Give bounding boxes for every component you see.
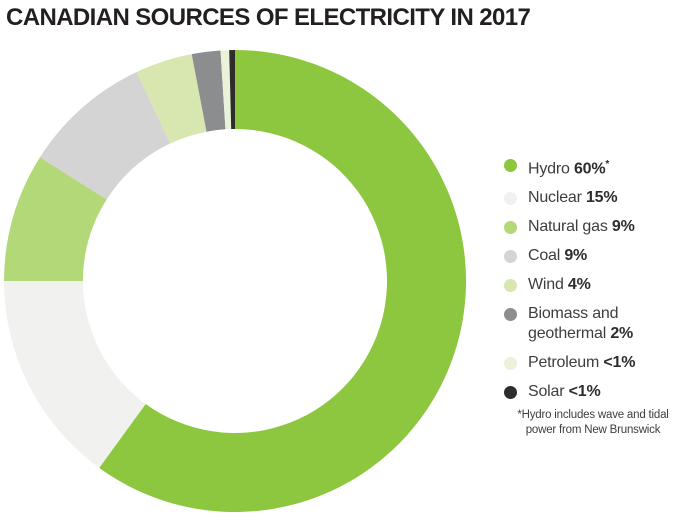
donut-segment-nuclear [4, 281, 146, 468]
legend-label-petroleum: Petroleum <1% [528, 354, 636, 372]
legend-dot-hydro [504, 159, 517, 172]
donut-segment-wind [136, 54, 207, 144]
donut-segment-petroleum [220, 50, 232, 130]
legend-label-natural-gas: Natural gas 9% [528, 218, 635, 236]
legend-item-petroleum: Petroleum <1% [504, 353, 670, 373]
legend-dot-coal [504, 250, 517, 264]
legend-item-wind: Wind 4% [504, 275, 670, 295]
legend-dot-wind [504, 279, 517, 293]
legend-label-biomass-geothermal: Biomass and geothermal 2% [528, 305, 634, 343]
legend-item-hydro: Hydro 60%* [504, 155, 670, 179]
chart-footnote: *Hydro includes wave and tidal power fro… [517, 409, 669, 436]
legend-item-nuclear: Nuclear 15% [504, 188, 670, 208]
legend-dot-nuclear [504, 192, 517, 206]
donut-segment-hydro [99, 50, 467, 512]
legend-item-coal: Coal 9% [504, 246, 670, 266]
donut-segment-solar [229, 49, 235, 130]
legend-dot-natural-gas [504, 221, 517, 235]
legend-dot-solar [504, 386, 517, 400]
legend-dot-biomass-geothermal [504, 308, 517, 322]
legend-item-biomass-geothermal: Biomass and geothermal 2% [504, 304, 670, 344]
donut-chart-area [4, 49, 467, 512]
legend-label-coal: Coal 9% [528, 247, 588, 265]
legend-item-solar: Solar <1% [504, 382, 670, 402]
legend-item-natural-gas: Natural gas 9% [504, 217, 670, 237]
legend-label-hydro: Hydro 60%* [528, 159, 610, 178]
legend-label-wind: Wind 4% [528, 276, 591, 294]
legend-label-nuclear: Nuclear 15% [528, 189, 618, 207]
legend-dot-petroleum [504, 357, 517, 371]
legend: Hydro 60%* Nuclear 15% Natural gas 9% Co… [504, 155, 670, 402]
donut-segment-coal [39, 71, 171, 200]
donut-chart [4, 49, 467, 512]
donut-segment-biomass-and-geothermal [191, 50, 226, 132]
legend-label-solar: Solar <1% [528, 383, 601, 401]
chart-title: CANADIAN SOURCES OF ELECTRICITY IN 2017 [6, 4, 531, 31]
hydro-footnote-asterisk: * [605, 159, 610, 170]
donut-segment-natural-gas [4, 157, 107, 281]
